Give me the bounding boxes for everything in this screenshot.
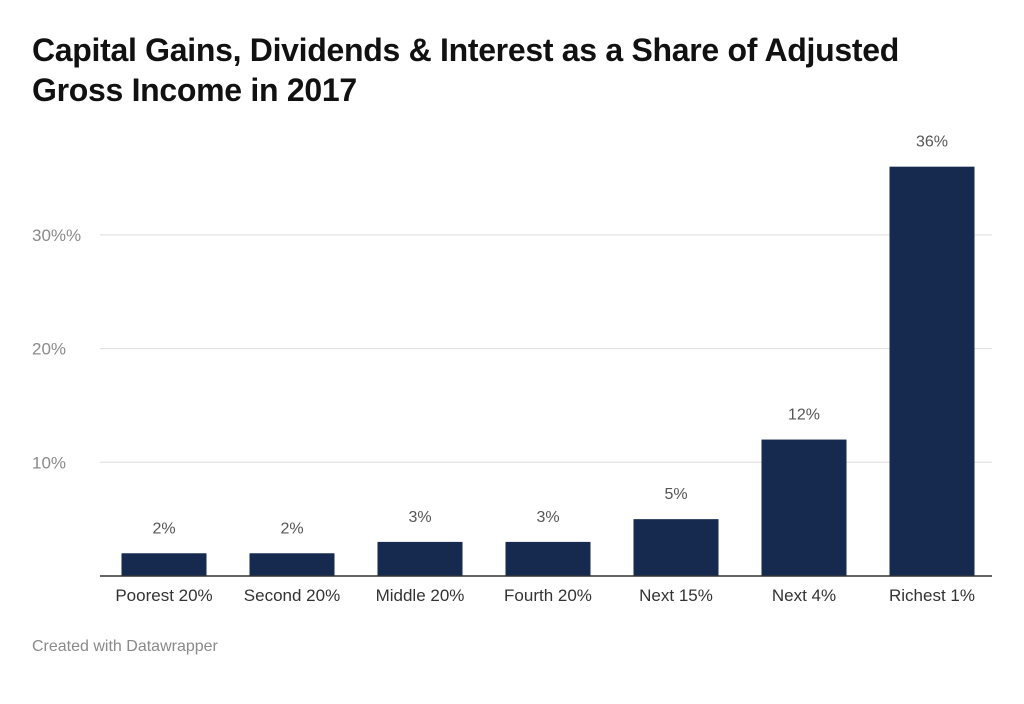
- y-axis-ticks: 10% 20% 30%%: [32, 226, 81, 472]
- bar: [889, 166, 975, 576]
- value-label: 3%: [408, 509, 431, 526]
- value-label: 36%: [916, 134, 948, 151]
- gridlines: [100, 234, 992, 463]
- value-labels: 2% 2% 3% 3% 5% 12% 36%: [152, 134, 948, 538]
- value-label: 2%: [280, 520, 303, 537]
- y-tick-label: 20%: [32, 340, 66, 359]
- category-label: Next 4%: [772, 586, 836, 605]
- value-label: 2%: [152, 520, 175, 537]
- credit-text: Created with Datawrapper: [32, 638, 218, 655]
- chart-title: Capital Gains, Dividends & Interest as a…: [32, 32, 899, 108]
- y-tick-label: 30%%: [32, 226, 81, 245]
- category-label: Poorest 20%: [115, 586, 212, 605]
- bar: [761, 439, 847, 576]
- bars: [121, 166, 975, 576]
- category-label: Richest 1%: [889, 586, 975, 605]
- bar: [505, 541, 591, 576]
- bar: [249, 553, 335, 576]
- category-label: Next 15%: [639, 586, 713, 605]
- category-label: Fourth 20%: [504, 586, 592, 605]
- value-label: 3%: [536, 509, 559, 526]
- category-label: Middle 20%: [376, 586, 465, 605]
- y-tick-label: 10%: [32, 453, 66, 472]
- bar: [633, 519, 719, 576]
- category-label: Second 20%: [244, 586, 340, 605]
- value-label: 5%: [664, 486, 687, 503]
- bar: [121, 553, 207, 576]
- value-label: 12%: [788, 407, 820, 424]
- category-labels: Poorest 20% Second 20% Middle 20% Fourth 20…: [115, 586, 975, 605]
- bar: [377, 541, 463, 576]
